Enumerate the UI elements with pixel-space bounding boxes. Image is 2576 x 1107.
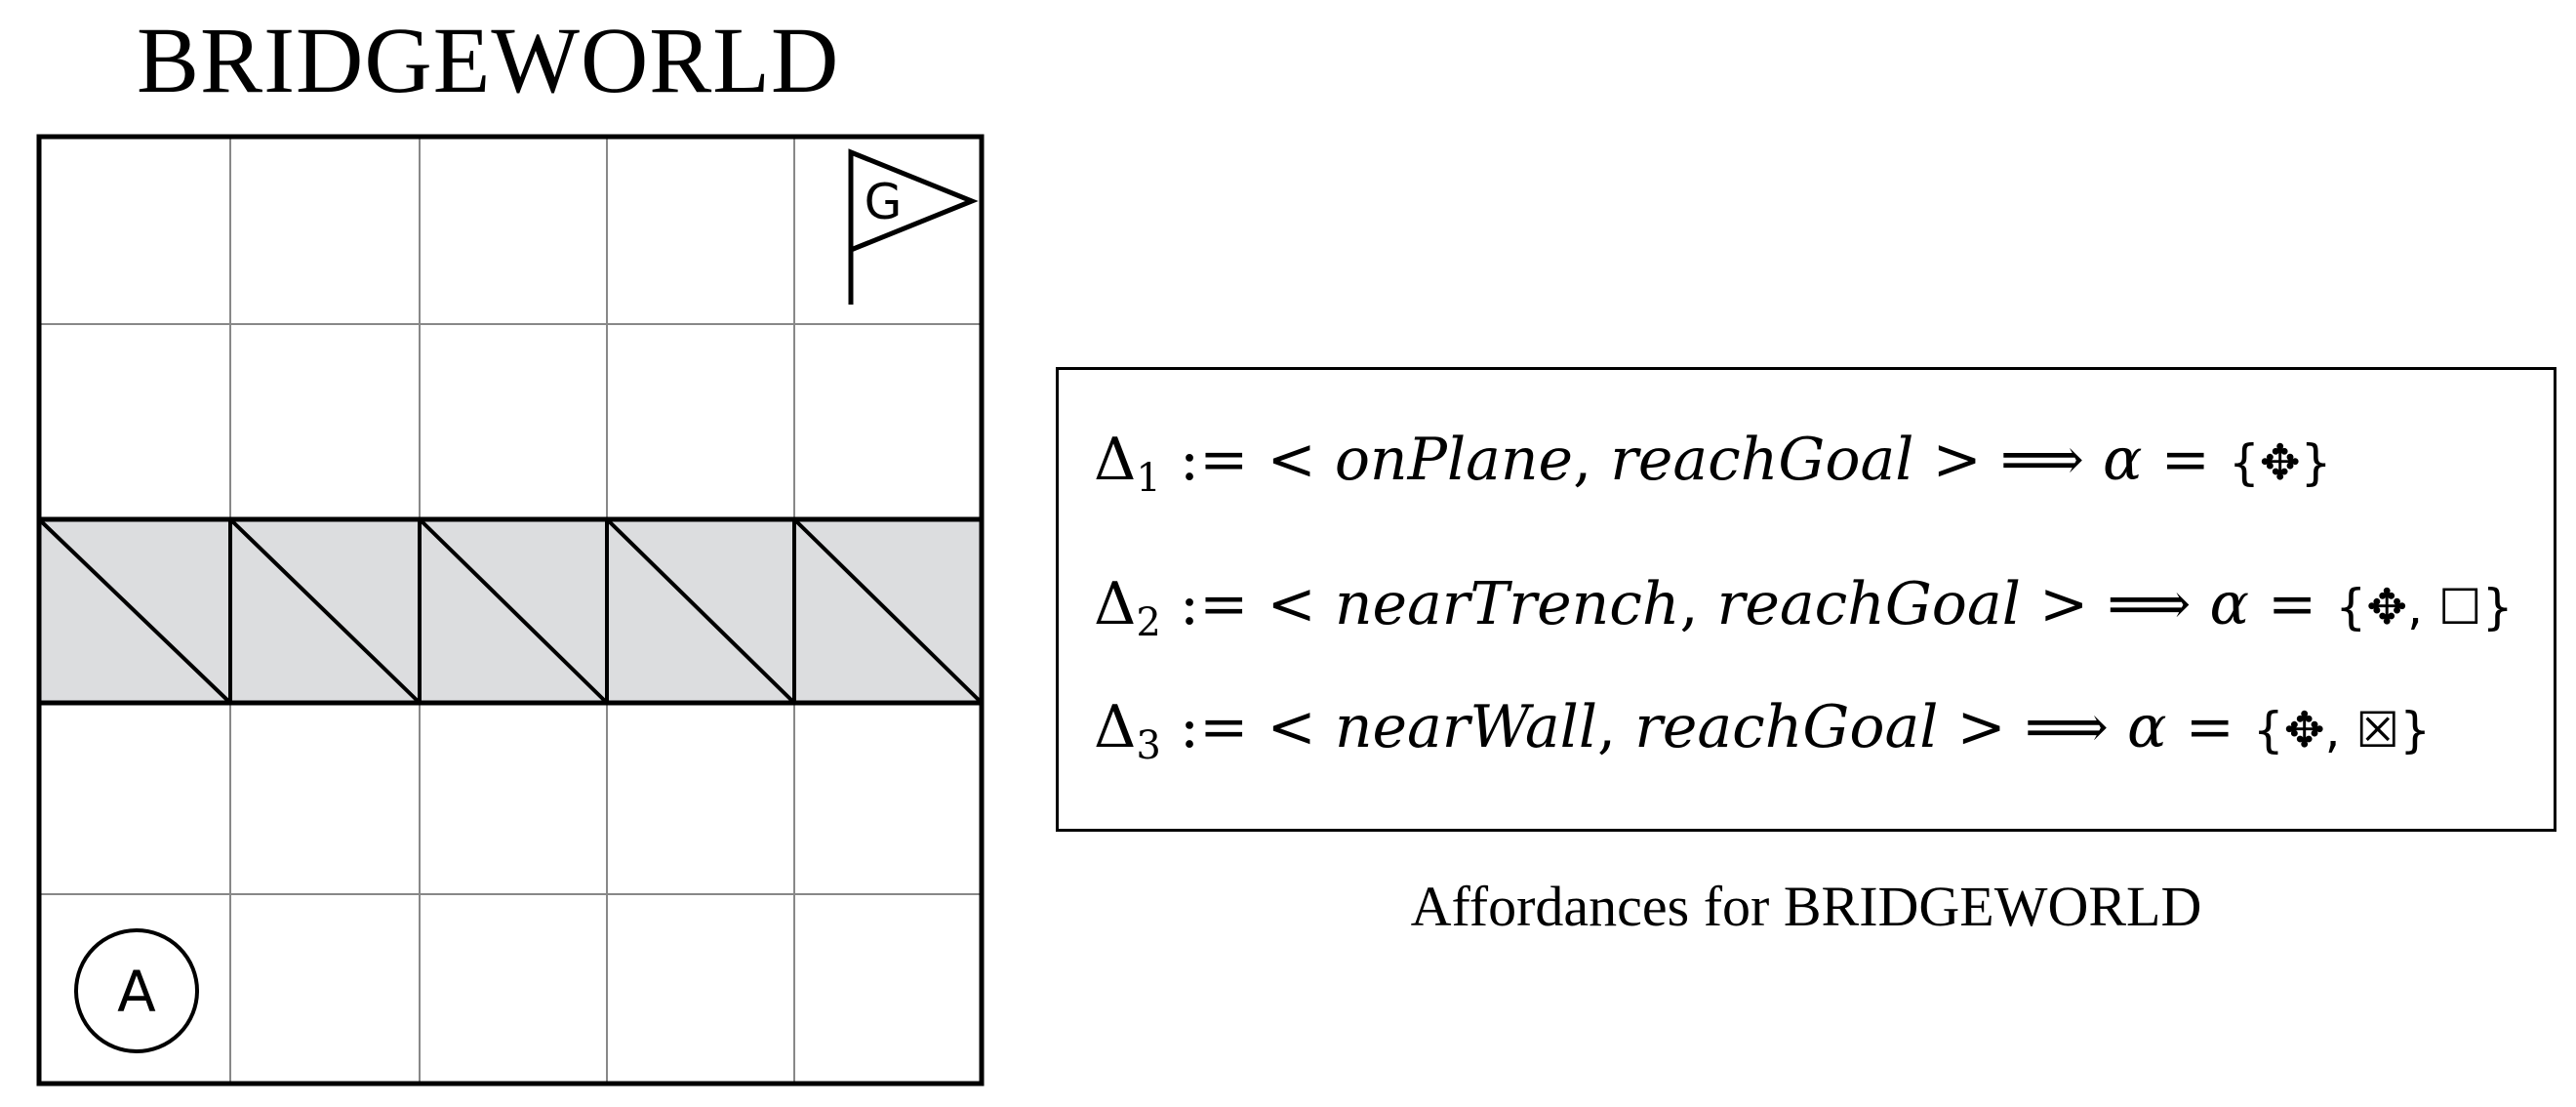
agent-marker: A: [74, 928, 199, 1053]
figure-caption: Affordances for BRIDGEWORLD: [1410, 875, 2202, 938]
bridge-cell-diagonal: [228, 517, 422, 705]
bridge-cell-diagonal: [418, 517, 609, 705]
state-near-trench: nearTrench: [1334, 570, 1680, 638]
rule-delta-3: Δ3 := < nearWall, reachGoal > ⟹ α = {✥, …: [1094, 693, 2432, 768]
bridge-row: [39, 519, 982, 703]
bridge-fill: [39, 519, 982, 703]
flag-icon: [848, 148, 979, 254]
move-destroy-actions-icon: {✥, ☒}: [2252, 702, 2432, 758]
circle-icon: [74, 928, 199, 1053]
agent-label: A: [117, 959, 156, 1025]
affordance-rules-box: Δ1 := < onPlane, reachGoal > ⟹ α = {✥} Δ…: [1056, 367, 2556, 832]
bridge-cell-diagonal: [792, 517, 984, 705]
goal-flag: G: [848, 148, 979, 305]
grid-world: G A: [36, 134, 985, 1086]
world-title: BRIDGEWORLD: [137, 8, 840, 112]
bridge-diagonals: [37, 517, 984, 705]
grid-border: [36, 134, 985, 1086]
bridge-cell-diagonal: [605, 517, 796, 705]
state-on-plane: onPlane: [1334, 426, 1574, 494]
goal-label: G: [865, 174, 903, 230]
goal-reach-goal: reachGoal: [1634, 693, 1939, 761]
move-actions-icon: {✥}: [2228, 434, 2332, 491]
rule-delta-1: Δ1 := < onPlane, reachGoal > ⟹ α = {✥}: [1094, 426, 2332, 501]
rule-delta-2: Δ2 := < nearTrench, reachGoal > ⟹ α = {✥…: [1094, 570, 2514, 645]
move-place-actions-icon: {✥, ☐}: [2335, 579, 2514, 636]
grid-lines: [39, 137, 982, 1084]
bridge-cell-diagonal: [37, 517, 232, 705]
goal-reach-goal: reachGoal: [1716, 570, 2021, 638]
goal-reach-goal: reachGoal: [1610, 426, 1914, 494]
state-near-wall: nearWall: [1334, 693, 1598, 761]
